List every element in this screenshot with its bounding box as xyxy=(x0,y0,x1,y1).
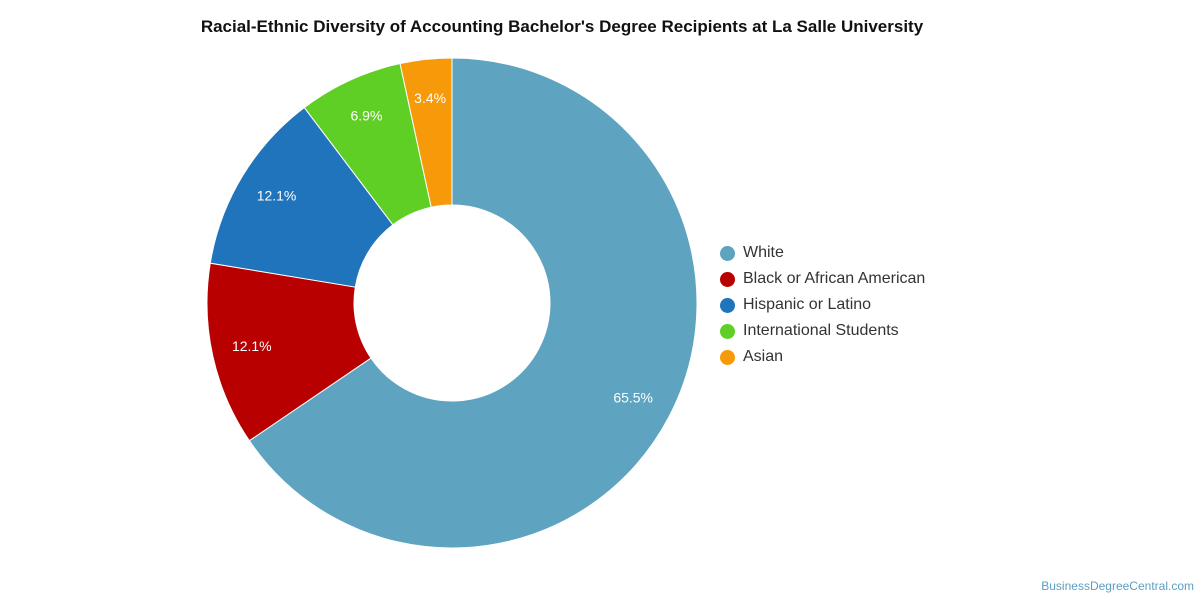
legend-label: International Students xyxy=(743,322,899,339)
legend-swatch xyxy=(720,297,735,313)
slice-value-label: 3.4% xyxy=(414,90,446,106)
legend-label: Asian xyxy=(743,348,784,365)
legend-item-hispanic-or-latino[interactable]: Hispanic or Latino xyxy=(720,292,925,318)
slice-hispanic-or-latino[interactable] xyxy=(209,106,394,288)
chart-title: Racial-Ethnic Diversity of Accounting Ba… xyxy=(200,17,924,36)
legend-item-white[interactable]: White xyxy=(720,240,925,266)
slice-value-label: 12.1% xyxy=(257,188,297,204)
slice-asian[interactable] xyxy=(399,57,453,208)
chart-legend: White Black or African American Hispanic… xyxy=(720,240,925,370)
legend-swatch xyxy=(720,271,735,287)
legend-swatch xyxy=(720,323,735,339)
legend-label: Black or African American xyxy=(743,270,926,287)
slice-white[interactable] xyxy=(248,57,698,549)
legend-item-asian[interactable]: Asian xyxy=(720,344,925,370)
slice-black-or-african-american[interactable] xyxy=(206,262,372,442)
legend-item-black-or-african-american[interactable]: Black or African American xyxy=(720,266,925,292)
slice-value-label: 6.9% xyxy=(351,107,383,123)
legend-item-international-students[interactable]: International Students xyxy=(720,318,925,344)
slice-value-label: 12.1% xyxy=(232,338,272,354)
legend-label: White xyxy=(743,244,784,261)
legend-swatch xyxy=(720,245,735,261)
site-watermark[interactable]: BusinessDegreeCentral.com xyxy=(1041,579,1194,593)
legend-swatch xyxy=(720,349,735,365)
legend-label: Hispanic or Latino xyxy=(743,296,872,313)
slice-value-label: 65.5% xyxy=(613,390,653,406)
